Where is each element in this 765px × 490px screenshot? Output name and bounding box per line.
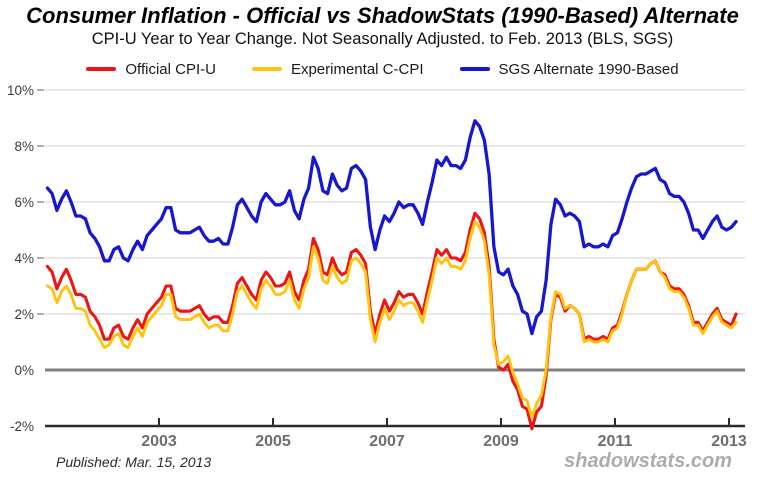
- y-axis-label: 2%: [14, 307, 34, 322]
- legend-label-sgs-alternate: SGS Alternate 1990-Based: [498, 60, 679, 78]
- x-axis-label: 2009: [483, 433, 519, 450]
- y-axis-label: 10%: [7, 83, 34, 98]
- legend-label-experimental-ccpi: Experimental C-CPI: [290, 60, 424, 78]
- legend-item-official-cpiu: Official CPI-U: [86, 61, 216, 78]
- y-axis-label: 6%: [14, 195, 34, 210]
- legend: Official CPI-U Experimental C-CPI SGS Al…: [0, 58, 765, 80]
- legend-item-sgs-alternate: SGS Alternate 1990-Based: [459, 60, 679, 78]
- legend-blue-dash-icon: [459, 66, 490, 72]
- chart-title: Consumer Inflation - Official vs ShadowS…: [26, 3, 739, 28]
- legend-label-official-cpiu: Official CPI-U: [125, 60, 216, 78]
- chart-subtitle: CPI-U Year to Year Change. Not Seasonall…: [91, 30, 674, 48]
- published-date: Published: Mar. 15, 2013: [56, 454, 212, 470]
- legend-red-dash-icon: [86, 66, 117, 72]
- legend-gold-dash-icon: [251, 66, 282, 72]
- x-axis-label: 2007: [369, 433, 405, 450]
- y-axis-label: -2%: [10, 419, 34, 434]
- legend-item-experimental-ccpi: Experimental C-CPI: [251, 60, 424, 78]
- y-axis-label: 8%: [14, 139, 34, 154]
- x-axis-label: 2011: [598, 433, 633, 450]
- y-axis-label: 4%: [14, 251, 34, 266]
- series-line-sgs-alternate-1990-based: [45, 119, 738, 336]
- x-axis-label: 2013: [711, 433, 747, 450]
- y-axis-label: 0%: [14, 363, 34, 378]
- x-axis-label: 2003: [141, 433, 177, 450]
- series-line-official-cpi-u: [45, 211, 738, 431]
- shadowstats-watermark: shadowstats.com: [564, 450, 732, 472]
- series-line-experimental-c-cpi: [45, 220, 738, 420]
- x-axis-label: 2005: [255, 433, 291, 450]
